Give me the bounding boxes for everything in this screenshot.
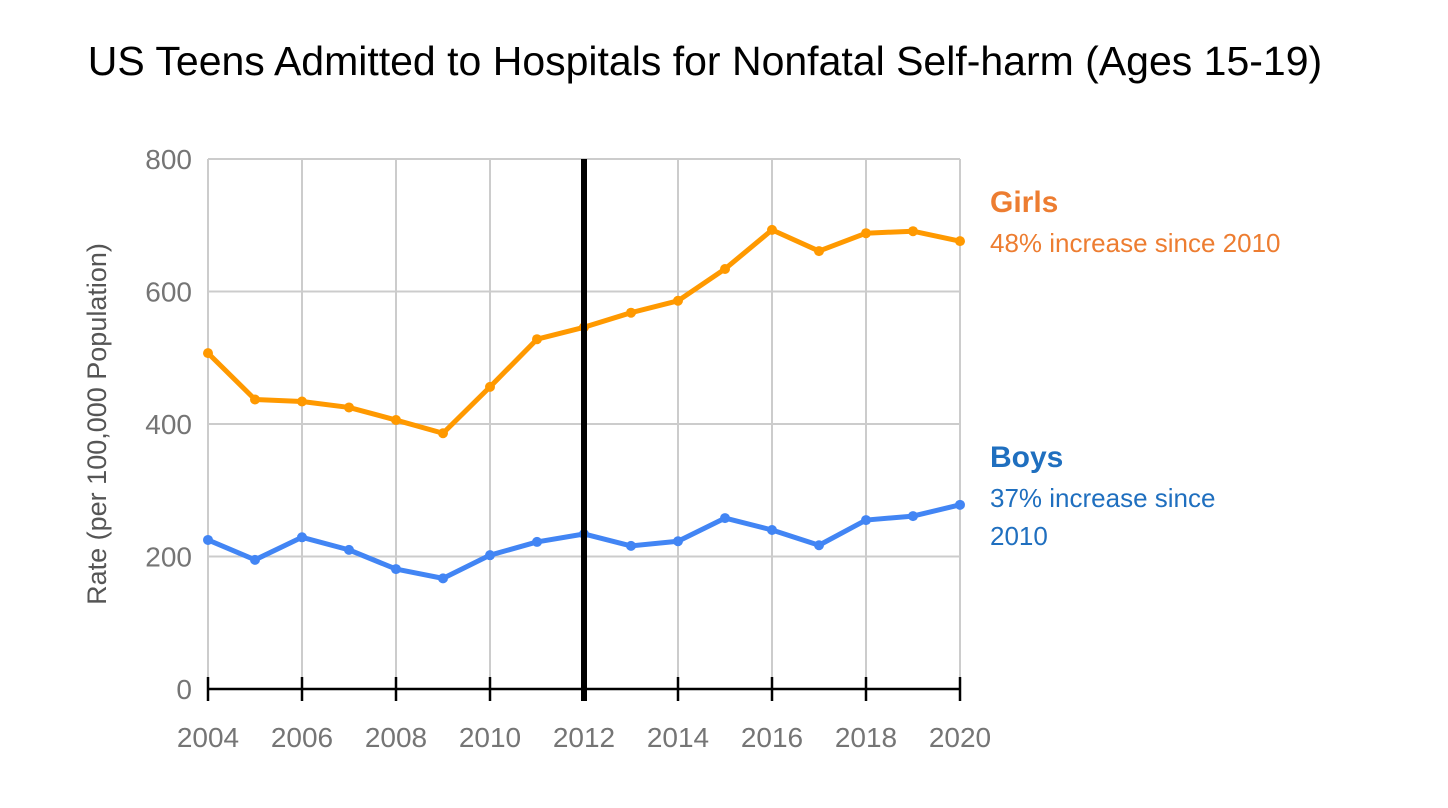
data-point-girls: [485, 381, 495, 392]
data-point-boys: [626, 540, 636, 551]
x-tick-label: 2008: [365, 722, 427, 753]
boys-label: Boys: [990, 441, 1064, 474]
data-point-girls: [297, 396, 307, 407]
data-point-boys: [532, 536, 542, 547]
data-point-boys: [673, 536, 683, 547]
data-point-girls: [908, 226, 918, 237]
x-tick-label: 2010: [459, 722, 521, 753]
data-point-girls: [438, 428, 448, 439]
data-point-girls: [626, 307, 636, 318]
data-point-boys: [485, 550, 495, 561]
y-tick-label: 0: [176, 674, 192, 705]
data-point-boys: [955, 499, 965, 510]
data-point-boys: [767, 525, 777, 535]
data-point-boys: [391, 564, 401, 575]
girls-annotation: Girls 48% increase since 2010: [990, 186, 1281, 262]
data-point-boys: [908, 511, 918, 522]
y-tick-label: 200: [145, 542, 192, 573]
x-tick-label: 2006: [271, 722, 333, 753]
data-point-boys: [438, 573, 448, 584]
data-point-girls: [861, 228, 871, 239]
data-point-girls: [673, 295, 683, 306]
x-tick-label: 2016: [741, 722, 803, 753]
data-point-boys: [203, 534, 213, 545]
y-tick-label: 800: [145, 144, 192, 175]
x-tick-label: 2020: [929, 722, 991, 753]
data-point-girls: [814, 246, 824, 257]
data-point-girls: [532, 334, 542, 345]
data-point-girls: [391, 415, 401, 426]
data-point-girls: [955, 236, 965, 247]
x-tick-label: 2014: [647, 722, 709, 753]
data-point-boys: [250, 554, 260, 565]
girls-increase-text: 48% increase since 2010: [990, 228, 1281, 258]
x-tick-label: 2018: [835, 722, 897, 753]
boys-increase-text-line2: 2010: [990, 521, 1048, 551]
y-axis-label: Rate (per 100,000 Population): [82, 243, 112, 605]
girls-label: Girls: [990, 186, 1059, 219]
data-point-girls: [203, 348, 213, 359]
boys-annotation: Boys 37% increase since 2010: [990, 441, 1215, 555]
boys-increase-text-line1: 37% increase since: [990, 483, 1216, 513]
data-point-girls: [250, 394, 260, 405]
data-point-boys: [344, 544, 354, 555]
x-tick-label: 2012: [553, 722, 615, 753]
x-tick-label: 2004: [177, 722, 239, 753]
data-point-boys: [720, 513, 730, 524]
data-point-girls: [767, 224, 777, 235]
data-point-boys: [297, 532, 307, 543]
data-point-girls: [344, 402, 354, 413]
data-point-boys: [814, 540, 824, 551]
data-point-boys: [861, 515, 871, 526]
y-tick-label: 600: [145, 277, 192, 308]
y-tick-label: 400: [145, 409, 192, 440]
chart-title: US Teens Admitted to Hospitals for Nonfa…: [87, 38, 1323, 84]
data-point-girls: [720, 263, 730, 274]
